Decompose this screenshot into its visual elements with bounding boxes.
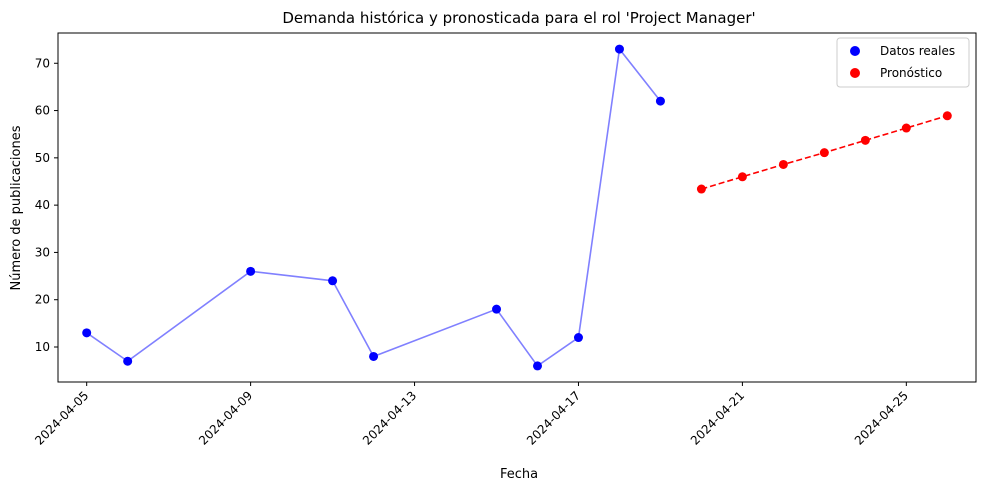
y-tick-label: 10	[35, 340, 50, 354]
y-tick-label: 40	[35, 198, 50, 212]
data-point-0-8	[614, 44, 624, 54]
y-axis: 10 20 30 40 50 60 70	[35, 56, 58, 354]
data-point-1-6	[942, 111, 952, 121]
legend-label-datos-reales: Datos reales	[880, 44, 955, 58]
y-tick-label: 20	[35, 293, 50, 307]
data-point-0-7	[573, 333, 583, 343]
legend: Datos reales Pronóstico	[836, 37, 970, 88]
x-tick-label: 2024-04-05	[32, 388, 91, 447]
data-point-0-0	[82, 328, 92, 338]
data-point-1-4	[860, 135, 870, 145]
y-tick-label: 30	[35, 245, 50, 259]
y-tick-label: 50	[35, 151, 50, 165]
data-point-1-5	[901, 123, 911, 133]
data-point-0-2	[246, 266, 256, 276]
legend-label-pronostico: Pronóstico	[880, 66, 942, 80]
x-tick-label: 2024-04-13	[360, 388, 419, 447]
plot-area	[82, 44, 952, 371]
data-point-0-6	[532, 361, 542, 371]
data-point-1-2	[778, 159, 788, 169]
legend-marker-datos-reales	[850, 46, 860, 56]
legend-frame	[836, 37, 970, 88]
x-tick-label: 2024-04-09	[196, 388, 255, 447]
axes-frame	[57, 32, 977, 383]
legend-marker-pronostico	[850, 68, 860, 78]
data-point-1-1	[737, 172, 747, 182]
y-tick-label: 70	[35, 56, 50, 70]
x-tick-label: 2024-04-25	[852, 388, 911, 447]
data-point-1-3	[819, 148, 829, 158]
y-axis-label: Número de publicaciones	[9, 125, 24, 290]
data-point-1-0	[696, 184, 706, 194]
series-line-0	[86, 47, 662, 368]
data-point-0-9	[655, 96, 665, 106]
data-point-0-3	[328, 276, 338, 286]
data-point-0-4	[369, 351, 379, 361]
x-axis: 2024-04-05 2024-04-09 2024-04-13 2024-04-17…	[32, 382, 911, 448]
x-tick-label: 2024-04-21	[688, 388, 747, 447]
chart-title: Demanda histórica y pronosticada para el…	[282, 9, 755, 27]
data-point-0-5	[492, 304, 502, 314]
x-tick-label: 2024-04-17	[524, 388, 583, 447]
data-point-0-1	[123, 356, 133, 366]
x-axis-label: Fecha	[500, 467, 538, 482]
y-tick-label: 60	[35, 104, 50, 118]
